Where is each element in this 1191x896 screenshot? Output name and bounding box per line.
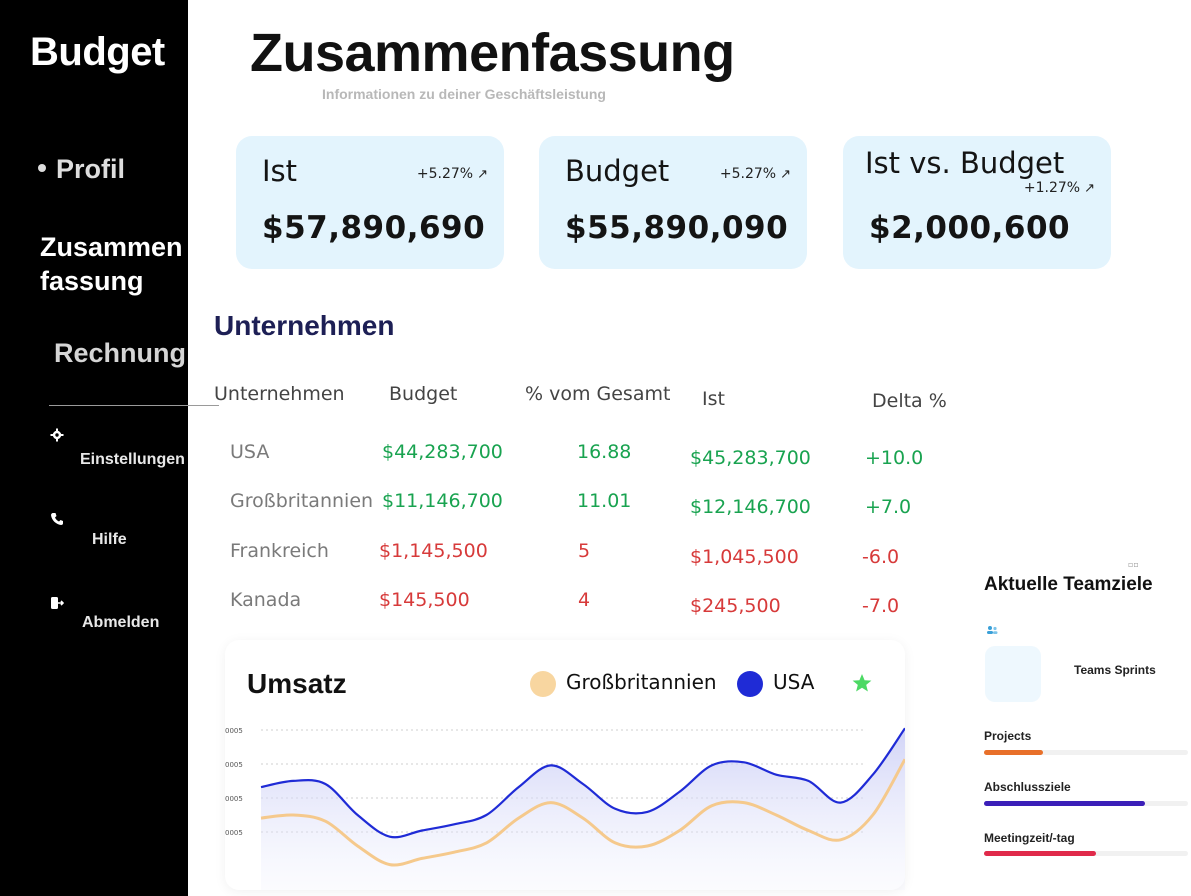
sidebar-divider bbox=[49, 405, 219, 406]
table-cell-country: USA bbox=[230, 441, 270, 463]
trend-up-icon: ↗ bbox=[1084, 181, 1095, 196]
kpi-card-ist: Ist +5.27% ↗ $57,890,690 bbox=[236, 136, 504, 269]
sidebar-item-label: Profil bbox=[56, 154, 126, 184]
table-cell-share: 11.01 bbox=[577, 490, 632, 512]
sidebar-item-hilfe[interactable]: Hilfe bbox=[92, 531, 127, 548]
section-title-unternehmen: Unternehmen bbox=[214, 310, 395, 341]
page-title: Zusammenfassung bbox=[250, 23, 735, 83]
column-header: Ist bbox=[702, 388, 725, 410]
table-cell-budget: $145,500 bbox=[379, 589, 470, 611]
phone-icon bbox=[51, 513, 63, 525]
kpi-title: Budget bbox=[565, 154, 670, 188]
table-cell-ist: $45,283,700 bbox=[690, 447, 811, 469]
table-cell-delta: -6.0 bbox=[862, 546, 900, 568]
goal-progress-meetingzeit bbox=[984, 851, 1188, 856]
kpi-card-budget: Budget +5.27% ↗ $55,890,090 bbox=[539, 136, 807, 269]
revenue-chart-card: Umsatz Großbritannien USA 0005 0005 0005 00… bbox=[225, 640, 905, 890]
page-subtitle: Informationen zu deiner Geschäftsleistun… bbox=[322, 86, 606, 102]
kpi-change: +5.27% ↗ bbox=[417, 166, 488, 182]
y-tick-label: 0005 bbox=[225, 761, 243, 769]
user-icon bbox=[38, 163, 46, 172]
series-line-grossbritannien bbox=[260, 758, 905, 867]
table-cell-delta: +7.0 bbox=[865, 496, 912, 518]
table-cell-delta: -7.0 bbox=[862, 595, 900, 617]
star-icon[interactable] bbox=[851, 672, 873, 694]
table-cell-budget: $1,145,500 bbox=[379, 540, 488, 562]
table-cell-country: Frankreich bbox=[230, 540, 329, 562]
column-header: Unternehmen bbox=[214, 383, 345, 405]
goal-label-projects: Projects bbox=[984, 729, 1032, 743]
table-cell-country: Großbritannien bbox=[230, 490, 374, 512]
table-cell-share: 5 bbox=[578, 540, 591, 562]
usa-area bbox=[261, 728, 905, 890]
kpi-value: $55,890,090 bbox=[565, 210, 789, 246]
goal-progress-fill bbox=[984, 851, 1097, 856]
legend-swatch bbox=[530, 670, 556, 697]
y-tick-label: 0005 bbox=[225, 829, 243, 837]
sidebar: Budget Profil Zusammen fassung Rechnung … bbox=[0, 0, 188, 896]
goal-label-meetingzeit: Meetingzeit/-tag bbox=[984, 831, 1075, 845]
kpi-change-value: +1.27% bbox=[1023, 180, 1081, 196]
kpi-title: Ist vs. Budget bbox=[865, 146, 1065, 180]
kpi-change-value: +5.27% bbox=[719, 166, 777, 182]
column-header: Budget bbox=[389, 383, 458, 405]
logout-icon bbox=[51, 597, 64, 609]
goal-progress-fill bbox=[984, 750, 1044, 755]
y-tick-label: 0005 bbox=[225, 795, 243, 803]
goal-progress-abschlussziele bbox=[984, 801, 1188, 806]
table-cell-share: 4 bbox=[578, 589, 591, 611]
table-cell-budget: $44,283,700 bbox=[382, 441, 503, 463]
sidebar-item-zusammenfassung[interactable]: Zusammen fassung bbox=[40, 232, 183, 296]
kpi-value: $2,000,600 bbox=[869, 210, 1071, 246]
legend-label: Großbritannien bbox=[566, 670, 717, 694]
kpi-value: $57,890,690 bbox=[262, 210, 486, 246]
table-cell-ist: $1,045,500 bbox=[690, 546, 799, 568]
table-cell-ist: $12,146,700 bbox=[690, 496, 811, 518]
chart-title: Umsatz bbox=[247, 668, 347, 699]
table-cell-share: 16.88 bbox=[577, 441, 632, 463]
kpi-change-value: +5.27% bbox=[416, 166, 474, 182]
table-cell-budget: $11,146,700 bbox=[382, 490, 503, 512]
legend-label: USA bbox=[773, 670, 815, 694]
table-cell-country: Kanada bbox=[230, 589, 302, 611]
revenue-chart: 0005 0005 0005 0005 bbox=[225, 727, 905, 890]
legend-item-grossbritannien[interactable]: Großbritannien bbox=[530, 670, 717, 697]
sidebar-item-rechnung[interactable]: Rechnung bbox=[54, 338, 186, 368]
trend-up-icon: ↗ bbox=[477, 167, 488, 182]
app-logo: Budget bbox=[30, 30, 165, 74]
sidebar-item-einstellungen[interactable]: Einstellungen bbox=[80, 451, 185, 468]
team-goals-title: Aktuelle Teamziele bbox=[984, 574, 1153, 595]
legend-item-usa[interactable]: USA bbox=[737, 670, 814, 697]
sidebar-item-abmelden[interactable]: Abmelden bbox=[82, 614, 160, 631]
teams-sprints-tile[interactable] bbox=[985, 646, 1041, 702]
series-line-usa bbox=[260, 727, 905, 839]
column-header: % vom Gesamt bbox=[525, 383, 671, 405]
goal-label-abschlussziele: Abschlussziele bbox=[984, 780, 1071, 794]
kpi-change: +1.27% ↗ bbox=[1024, 180, 1095, 196]
teams-sprints-label: Teams Sprints bbox=[1074, 663, 1156, 677]
team-icon bbox=[987, 626, 998, 634]
goal-progress-projects bbox=[984, 750, 1188, 755]
kpi-title: Ist bbox=[262, 154, 298, 188]
kpi-change: +5.27% ↗ bbox=[720, 166, 791, 182]
goal-progress-fill bbox=[984, 801, 1146, 806]
table-cell-ist: $245,500 bbox=[690, 595, 781, 617]
sidebar-item-profil[interactable]: Profil bbox=[38, 154, 125, 185]
gear-icon bbox=[50, 428, 64, 442]
column-header: Delta % bbox=[872, 390, 947, 412]
y-tick-label: 0005 bbox=[225, 727, 243, 735]
table-cell-delta: +10.0 bbox=[865, 447, 924, 469]
grid-icon[interactable]: ▫▫ bbox=[1128, 560, 1139, 569]
kpi-card-ist-vs-budget: Ist vs. Budget +1.27% ↗ $2,000,600 bbox=[843, 136, 1111, 269]
trend-up-icon: ↗ bbox=[780, 167, 791, 182]
legend-swatch bbox=[737, 670, 763, 697]
